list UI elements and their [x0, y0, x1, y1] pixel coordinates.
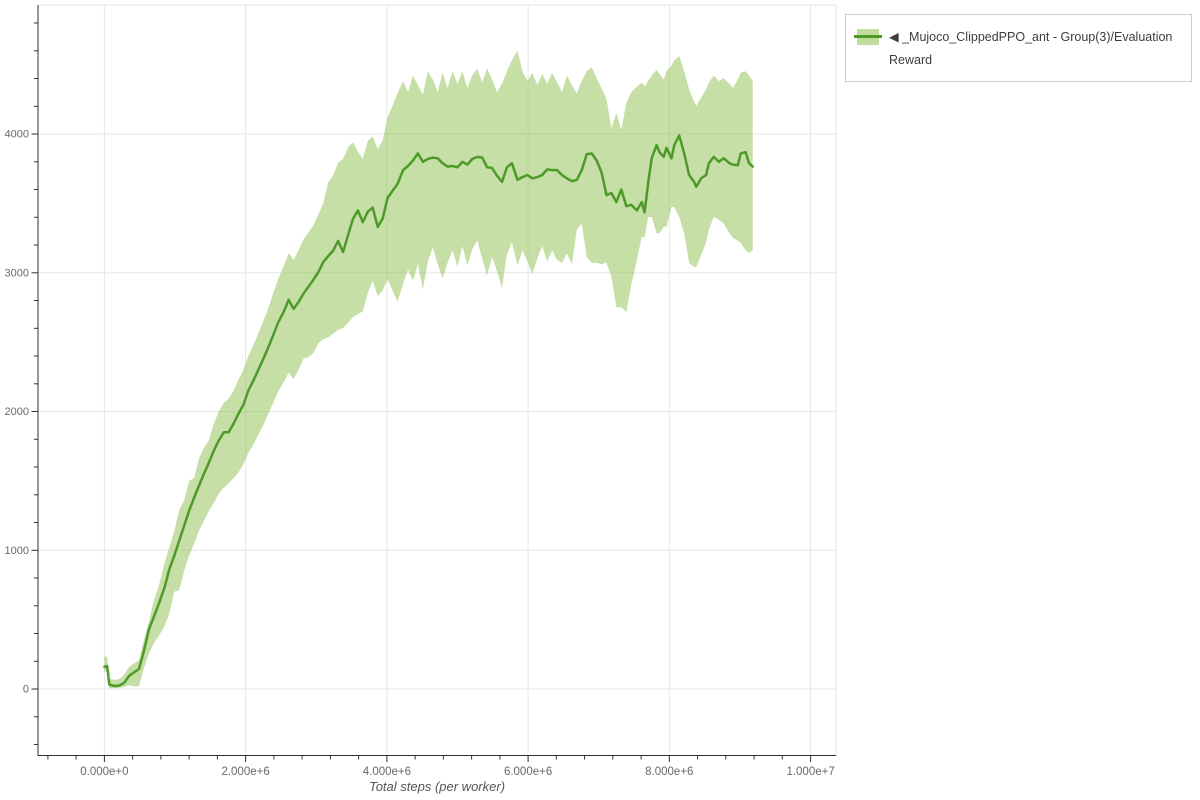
x-tick-label: 0.000e+0 [80, 766, 128, 778]
y-tick-label: 2000 [5, 406, 29, 418]
legend-item-evaluation-reward[interactable]: ◀ _Mujoco_ClippedPPO_ant - Group(3)/Eval… [854, 26, 1181, 72]
mean-line [103, 134, 754, 688]
y-tick-label: 0 [23, 684, 29, 696]
x-axis-title: Total steps (per worker) [368, 779, 506, 794]
x-tick-label: 6.000e+6 [504, 766, 552, 778]
y-tick-label: 1000 [5, 545, 29, 557]
x-tick-label: 2.000e+6 [221, 766, 269, 778]
legend-label: ◀ _Mujoco_ClippedPPO_ant - Group(3)/Eval… [889, 30, 1173, 67]
axes-layer [31, 5, 836, 762]
tick-labels-layer: 0.000e+0 2.000e+6 4.000e+6 6.000e+6 8.000e+6… [5, 129, 835, 779]
line-swatch [854, 35, 882, 38]
x-tick-label: 1.000e+7 [786, 766, 834, 778]
x-tick-label: 4.000e+6 [363, 766, 411, 778]
series-swatch-icon [854, 29, 882, 45]
y-tick-label: 3000 [5, 267, 29, 279]
x-tick-label: 8.000e+6 [645, 766, 693, 778]
y-tick-label: 4000 [5, 129, 29, 141]
legend: ◀ _Mujoco_ClippedPPO_ant - Group(3)/Eval… [845, 14, 1192, 82]
confidence-band [104, 50, 753, 689]
